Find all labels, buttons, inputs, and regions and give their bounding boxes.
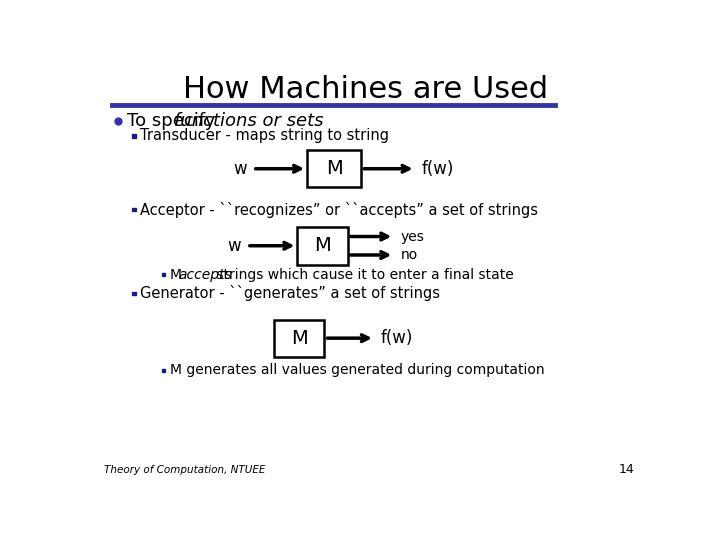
Text: Acceptor - ``recognizes” or ``accepts” a set of strings: Acceptor - ``recognizes” or ``accepts” a… [140, 201, 538, 218]
Text: f(w): f(w) [381, 329, 413, 347]
Bar [162, 369, 165, 372]
Text: accepts: accepts [179, 268, 232, 282]
Text: Theory of Computation, NTUEE: Theory of Computation, NTUEE [104, 465, 266, 475]
Text: strings which cause it to enter a final state: strings which cause it to enter a final … [212, 268, 513, 282]
Text: yes: yes [400, 230, 424, 244]
Text: M: M [325, 159, 343, 178]
Text: Transducer - maps string to string: Transducer - maps string to string [140, 128, 389, 143]
Text: How Machines are Used: How Machines are Used [183, 75, 548, 104]
Bar [132, 208, 136, 212]
Text: Generator - ``generates” a set of strings: Generator - ``generates” a set of string… [140, 286, 440, 301]
Text: To specify: To specify [127, 112, 221, 130]
Text: functions or sets: functions or sets [174, 112, 323, 130]
Text: M: M [314, 237, 331, 255]
Bar [162, 273, 165, 276]
Text: M: M [170, 268, 186, 282]
Text: M: M [291, 329, 307, 348]
Text: f(w): f(w) [422, 160, 454, 178]
Text: M generates all values generated during computation: M generates all values generated during … [170, 363, 544, 377]
Text: no: no [400, 248, 418, 262]
Text: w: w [233, 160, 246, 178]
Bar [132, 134, 136, 138]
Bar [307, 150, 361, 187]
Bar [132, 292, 136, 295]
Text: 14: 14 [618, 463, 634, 476]
Bar [274, 320, 325, 356]
Text: w: w [227, 237, 240, 255]
Bar [297, 226, 348, 265]
